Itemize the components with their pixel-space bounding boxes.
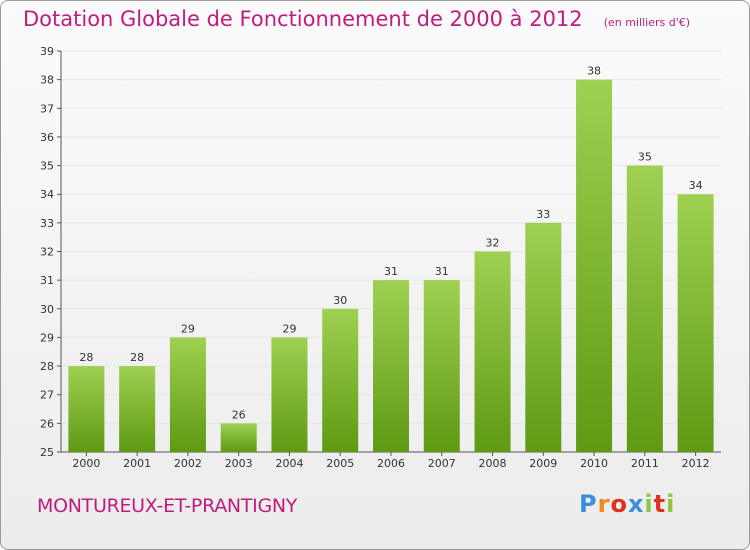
value-label: 38 xyxy=(587,65,601,78)
x-tick-label: 2001 xyxy=(123,457,151,470)
y-tick-label: 33 xyxy=(40,217,54,230)
y-tick-label: 35 xyxy=(40,160,54,173)
y-tick-label: 36 xyxy=(40,131,54,144)
bar-2006 xyxy=(373,280,409,452)
y-tick-label: 27 xyxy=(40,389,54,402)
bar-2010 xyxy=(576,79,613,453)
value-label: 28 xyxy=(130,351,144,364)
y-tick-label: 39 xyxy=(40,45,54,58)
y-tick-label: 28 xyxy=(40,360,54,373)
chart-subtitle: (en milliers d'€) xyxy=(603,16,691,29)
value-label: 29 xyxy=(181,322,195,335)
y-tick-label: 31 xyxy=(40,274,54,287)
x-tick-label: 2000 xyxy=(72,457,100,470)
x-tick-label: 2009 xyxy=(529,457,557,470)
bar-2005 xyxy=(322,308,359,452)
bar-2003 xyxy=(220,423,257,452)
bar-2007 xyxy=(423,280,460,452)
proxiti-logo: Proxiti xyxy=(579,490,675,518)
x-tick-label: 2004 xyxy=(275,457,303,470)
value-label: 35 xyxy=(638,151,652,164)
value-label: 26 xyxy=(232,408,246,421)
bar-2011 xyxy=(626,165,663,453)
x-tick-label: 2002 xyxy=(174,457,202,470)
x-tick-label: 2003 xyxy=(225,457,253,470)
x-tick-label: 2012 xyxy=(682,457,710,470)
value-label: 29 xyxy=(282,322,296,335)
y-tick-label: 26 xyxy=(40,417,54,430)
y-tick-label: 29 xyxy=(40,331,54,344)
y-tick-label: 30 xyxy=(40,303,54,316)
logo-letter: P xyxy=(579,490,598,518)
logo-letter: x xyxy=(627,490,645,518)
value-label: 31 xyxy=(435,265,449,278)
logo-letter: r xyxy=(597,490,611,518)
y-tick-label: 38 xyxy=(40,74,54,87)
bar-2012 xyxy=(677,194,714,452)
bar-2002 xyxy=(169,337,206,452)
bar-2004 xyxy=(271,337,308,452)
bar-2001 xyxy=(119,366,156,452)
x-tick-label: 2007 xyxy=(428,457,456,470)
y-tick-label: 32 xyxy=(40,246,54,259)
x-tick-label: 2008 xyxy=(479,457,507,470)
value-label: 32 xyxy=(486,237,500,250)
y-tick-label: 25 xyxy=(40,446,54,459)
logo-letter: i xyxy=(666,490,676,518)
value-label: 33 xyxy=(536,208,550,221)
x-tick-label: 2011 xyxy=(631,457,659,470)
y-tick-label: 37 xyxy=(40,102,54,115)
value-label: 34 xyxy=(689,179,703,192)
value-label: 31 xyxy=(384,265,398,278)
x-tick-label: 2005 xyxy=(326,457,354,470)
bar-2009 xyxy=(525,222,562,452)
commune-name: MONTUREUX-ET-PRANTIGNY xyxy=(37,495,298,517)
chart-title: Dotation Globale de Fonctionnement de 20… xyxy=(23,7,583,31)
value-label: 28 xyxy=(79,351,93,364)
bar-2008 xyxy=(474,251,511,452)
y-tick-label: 34 xyxy=(40,188,54,201)
title-row: Dotation Globale de Fonctionnement de 20… xyxy=(23,7,690,31)
logo-letter: t xyxy=(653,490,667,518)
x-tick-label: 2006 xyxy=(377,457,405,470)
logo-letter: i xyxy=(644,490,654,518)
bar-2000 xyxy=(68,366,105,452)
value-label: 30 xyxy=(333,294,347,307)
logo-letter: o xyxy=(610,490,628,518)
x-tick-label: 2010 xyxy=(580,457,608,470)
